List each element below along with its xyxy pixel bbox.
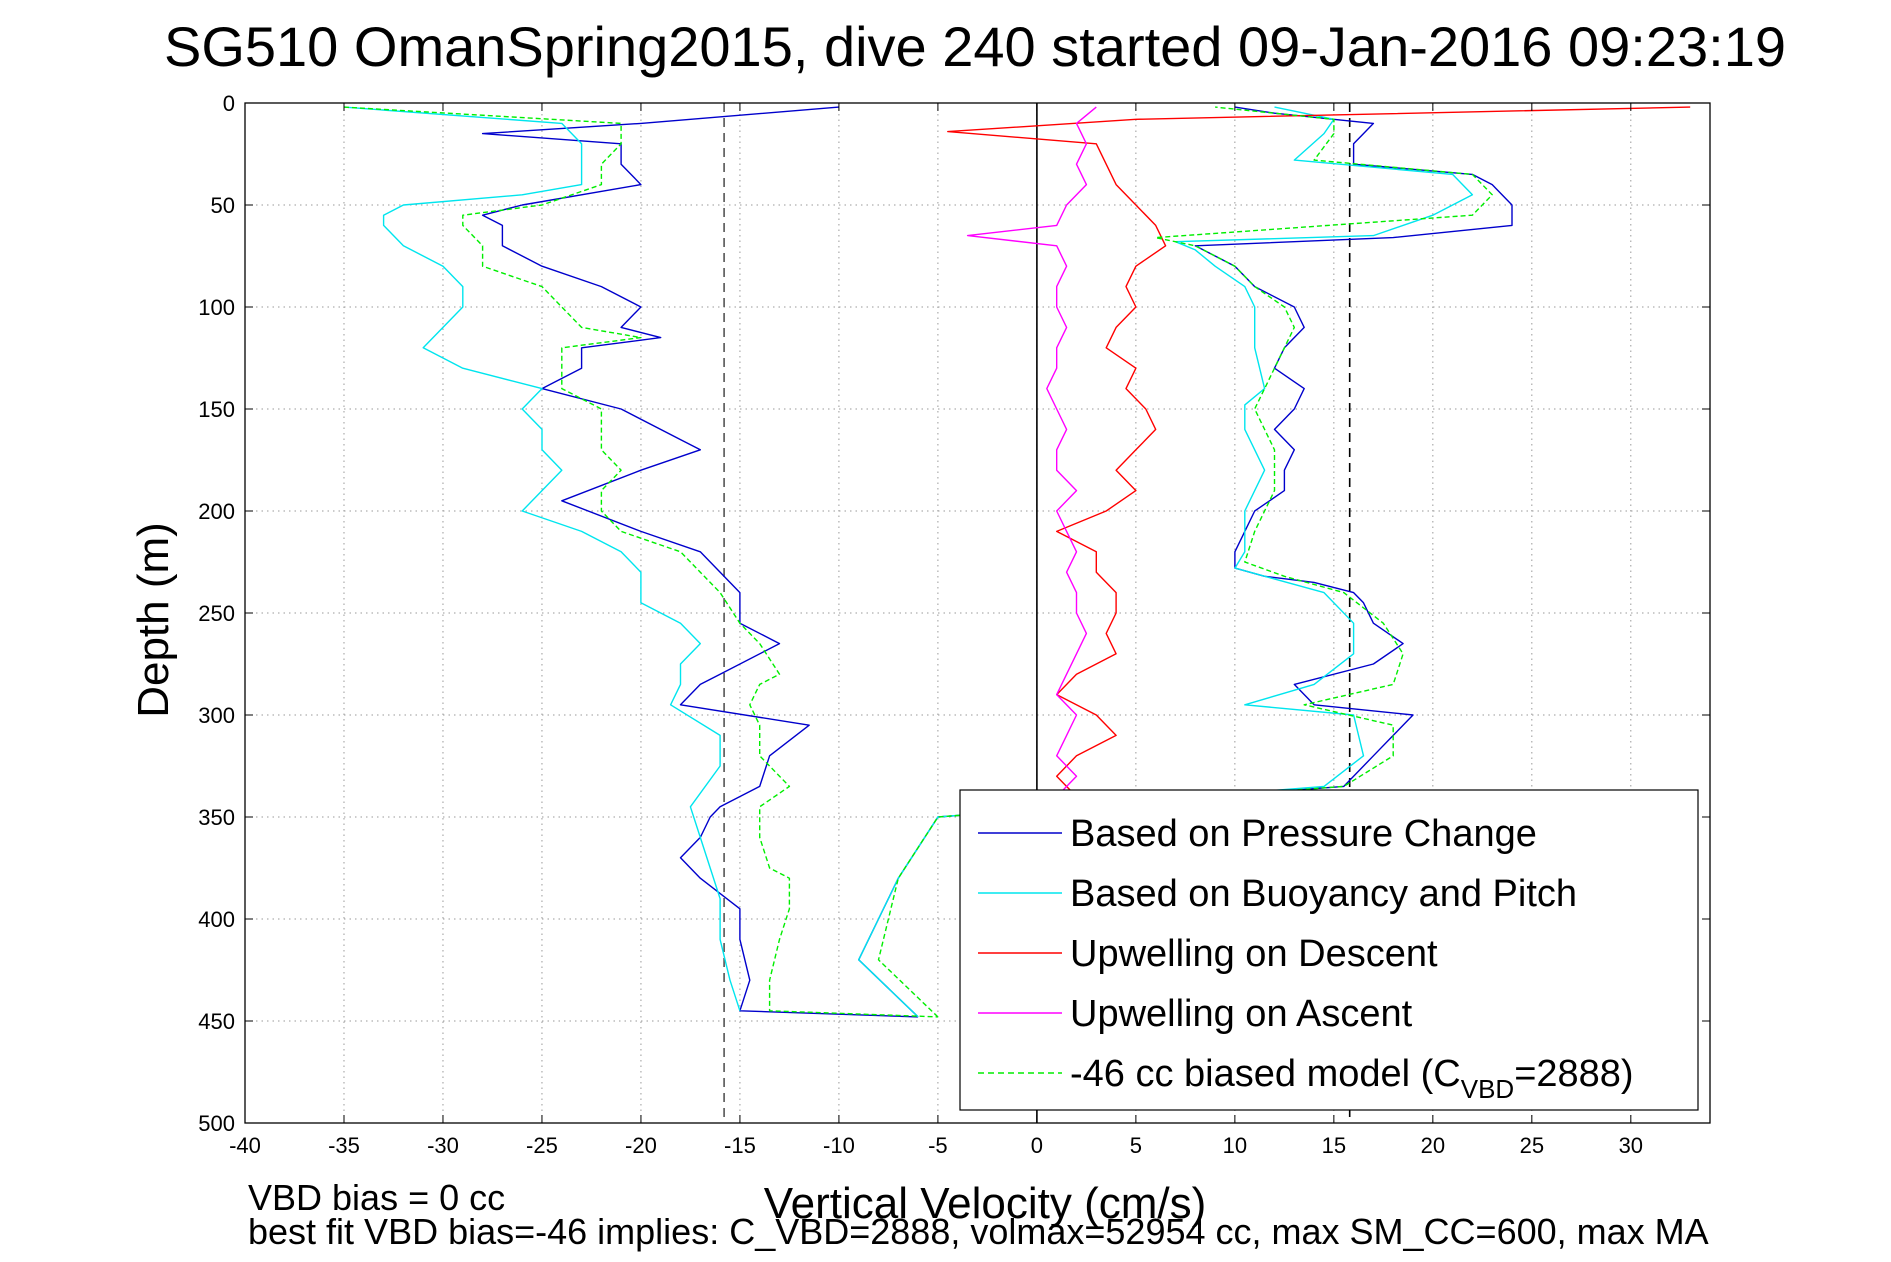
y-axis-label: Depth (m) [129, 522, 178, 718]
x-axis-label: Vertical Velocity (cm/s) [764, 1179, 1207, 1228]
x-tick-label: -35 [328, 1133, 360, 1158]
series-line-46-cc-biased-model-c-vbd-2888-ascent [877, 106, 1493, 1018]
y-tick-label: 500 [198, 1111, 235, 1136]
x-tick-label: 15 [1322, 1133, 1346, 1158]
legend: Based on Pressure Change Based on Buoyanc… [959, 789, 1699, 1111]
y-tick-label: 200 [198, 499, 235, 524]
y-tick-label: 100 [198, 295, 235, 320]
x-tick-label: -5 [928, 1133, 948, 1158]
x-tick-label: 20 [1421, 1133, 1445, 1158]
x-tick-label: -25 [526, 1133, 558, 1158]
x-ticks: -40 -35 -30 -25 -20 -15 -10 -5 0 5 10 15 20 25 30 [229, 103, 1643, 1158]
y-tick-label: 150 [198, 397, 235, 422]
legend-label-subscript: VBD [1461, 1074, 1514, 1104]
y-tick-label: 0 [223, 91, 235, 116]
legend-box [959, 789, 1699, 1111]
legend-label: Based on Pressure Change [1070, 813, 1537, 855]
y-ticks: 0 50 100 150 200 250 300 350 400 450 500 [198, 91, 1710, 1136]
legend-label: Upwelling on Ascent [1070, 993, 1413, 1035]
y-tick-label: 250 [198, 601, 235, 626]
chart-title: SG510 OmanSpring2015, dive 240 started 0… [164, 15, 1786, 78]
y-tick-label: 450 [198, 1009, 235, 1034]
y-tick-label: 300 [198, 703, 235, 728]
x-tick-label: 0 [1031, 1133, 1043, 1158]
legend-label-tail: =2888) [1514, 1053, 1633, 1095]
x-tick-label: -10 [823, 1133, 855, 1158]
x-tick-label: 30 [1619, 1133, 1643, 1158]
y-tick-label: 400 [198, 907, 235, 932]
series-line-upwelling-on-descent-descent [947, 106, 1691, 798]
x-tick-label: 10 [1223, 1133, 1247, 1158]
x-tick-label: 25 [1520, 1133, 1544, 1158]
series-line-based-on-pressure-change-descent [481, 106, 919, 1018]
y-tick-label: 350 [198, 805, 235, 830]
legend-label: Upwelling on Descent [1070, 933, 1438, 975]
series-line-based-on-buoyancy-and-pitch-descent [343, 106, 741, 1012]
series-layer [343, 106, 1691, 1018]
x-tick-label: -20 [625, 1133, 657, 1158]
x-tick-label: 5 [1130, 1133, 1142, 1158]
x-tick-label: -40 [229, 1133, 261, 1158]
series-line-based-on-buoyancy-and-pitch-ascent [858, 106, 1474, 1018]
x-tick-label: -15 [724, 1133, 756, 1158]
series-line-based-on-pressure-change-ascent [858, 106, 1513, 1018]
series-line-upwelling-on-ascent-ascent [966, 106, 1097, 798]
y-tick-label: 50 [211, 193, 235, 218]
series-line-46-cc-biased-model-c-vbd-2888-descent [343, 106, 938, 1018]
legend-label: Based on Buoyancy and Pitch [1070, 873, 1577, 915]
x-tick-label: -30 [427, 1133, 459, 1158]
vbd-bias-note: VBD bias = 0 cc [248, 1177, 505, 1218]
best-fit-note: best fit VBD bias=-46 implies: C_VBD=288… [248, 1211, 1709, 1252]
